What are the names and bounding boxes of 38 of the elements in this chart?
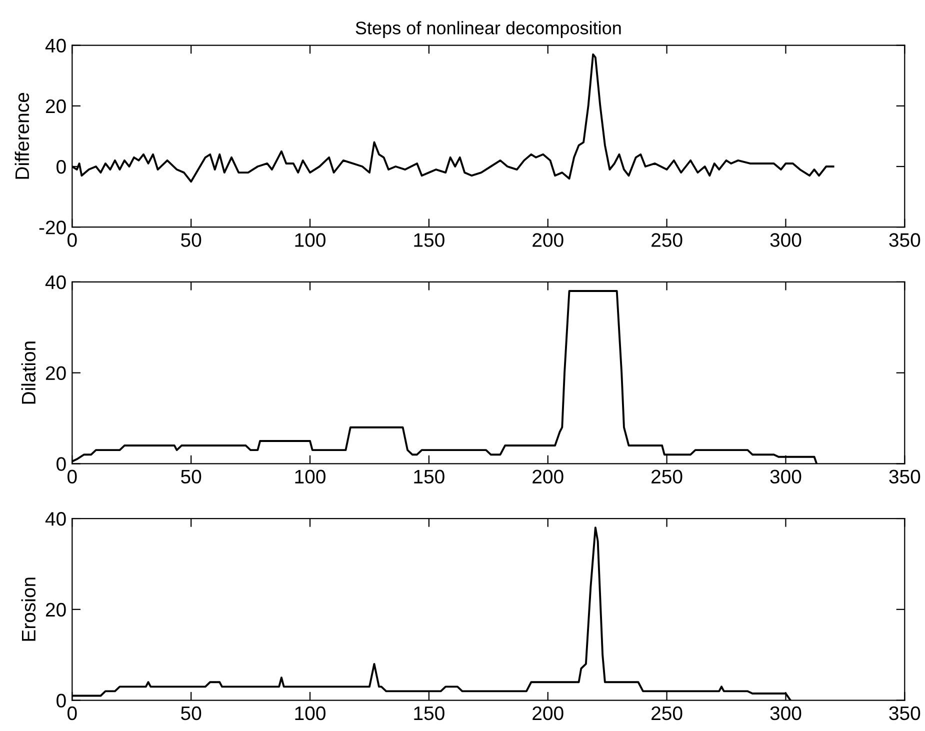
x-tick-label: 150 [414,233,444,247]
x-tick-label: 350 [889,233,920,247]
x-tick-label: 50 [181,706,202,720]
x-tick-label: 200 [532,233,564,247]
y-tick-label: 0 [56,457,66,471]
x-tick-label: 250 [652,233,682,247]
x-tick-label: 100 [295,470,326,484]
x-tick-label: 150 [414,706,444,720]
y-tick-label: 20 [46,99,66,114]
x-tick-label: 100 [295,233,326,247]
x-tick-label: 0 [68,706,77,720]
x-tick-label: 250 [652,706,682,720]
x-tick-label: 300 [770,706,802,720]
y-axis-title: Erosion [21,578,36,641]
x-tick-label: 250 [652,470,682,484]
x-tick-label: 0 [68,470,77,484]
x-tick-label: 200 [532,470,564,484]
y-tick-label: 20 [46,602,66,617]
y-tick-label: 20 [46,366,66,380]
chart-title: Steps of nonlinear decomposition [356,21,621,38]
x-tick-label: 0 [68,233,77,247]
y-tick-label: 0 [56,694,66,708]
x-tick-label: 100 [295,706,326,720]
y-tick-label: 40 [45,275,66,290]
y-axis-title: Dilation [21,342,36,404]
y-axis-title: Difference [14,92,30,179]
y-tick-label: 40 [45,38,66,53]
x-tick-label: 200 [532,706,564,720]
x-tick-label: 150 [414,470,444,484]
x-tick-label: 300 [770,470,802,484]
x-tick-label: 350 [889,470,920,484]
x-tick-label: 50 [181,470,202,484]
y-tick-label: 40 [45,512,66,526]
x-tick-label: 50 [181,233,202,247]
x-tick-label: 350 [889,706,920,720]
x-tick-label: 300 [770,233,802,247]
y-tick-label: -20 [39,220,66,234]
y-tick-label: 0 [56,160,66,174]
